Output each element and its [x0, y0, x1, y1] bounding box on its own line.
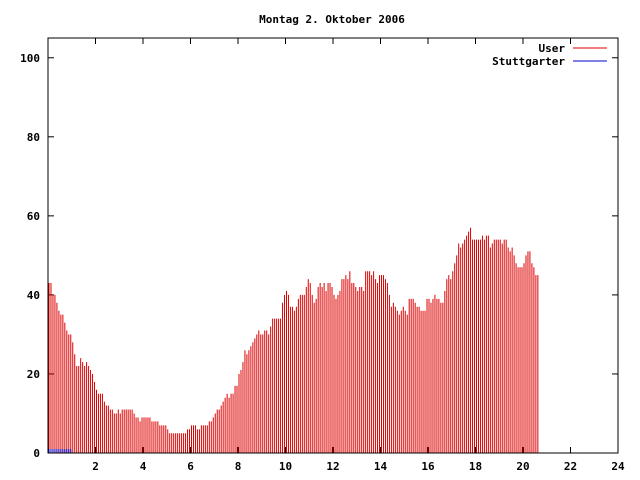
y-tick-label: 80: [27, 131, 40, 144]
x-tick-label: 2: [92, 460, 99, 473]
series-user-bars: [48, 227, 539, 453]
chart-title: Montag 2. Oktober 2006: [259, 13, 405, 26]
x-tick-label: 16: [421, 460, 435, 473]
x-tick-label: 10: [279, 460, 292, 473]
x-axis-ticks: 2 4 6 8 10 12 14 16 18 20 22 24: [92, 38, 625, 473]
x-tick-label: 18: [469, 460, 482, 473]
y-tick-label: 20: [27, 368, 40, 381]
y-tick-label: 0: [33, 447, 40, 460]
series-stuttgarter-bars: [48, 449, 72, 453]
y-axis-ticks: 0 20 40 60 80 100: [20, 52, 618, 460]
x-tick-label: 22: [564, 460, 577, 473]
x-tick-label: 24: [611, 460, 625, 473]
legend-label: User: [539, 42, 566, 55]
y-tick-label: 60: [27, 210, 40, 223]
y-tick-label: 40: [27, 289, 40, 302]
x-tick-label: 4: [140, 460, 147, 473]
y-tick-label: 100: [20, 52, 40, 65]
x-tick-label: 20: [516, 460, 529, 473]
x-tick-label: 14: [374, 460, 388, 473]
plot-frame: [47, 37, 619, 454]
legend-label: Stuttgarter: [492, 55, 565, 68]
x-tick-label: 6: [187, 460, 194, 473]
x-tick-label: 12: [326, 460, 339, 473]
x-tick-label: 8: [235, 460, 242, 473]
